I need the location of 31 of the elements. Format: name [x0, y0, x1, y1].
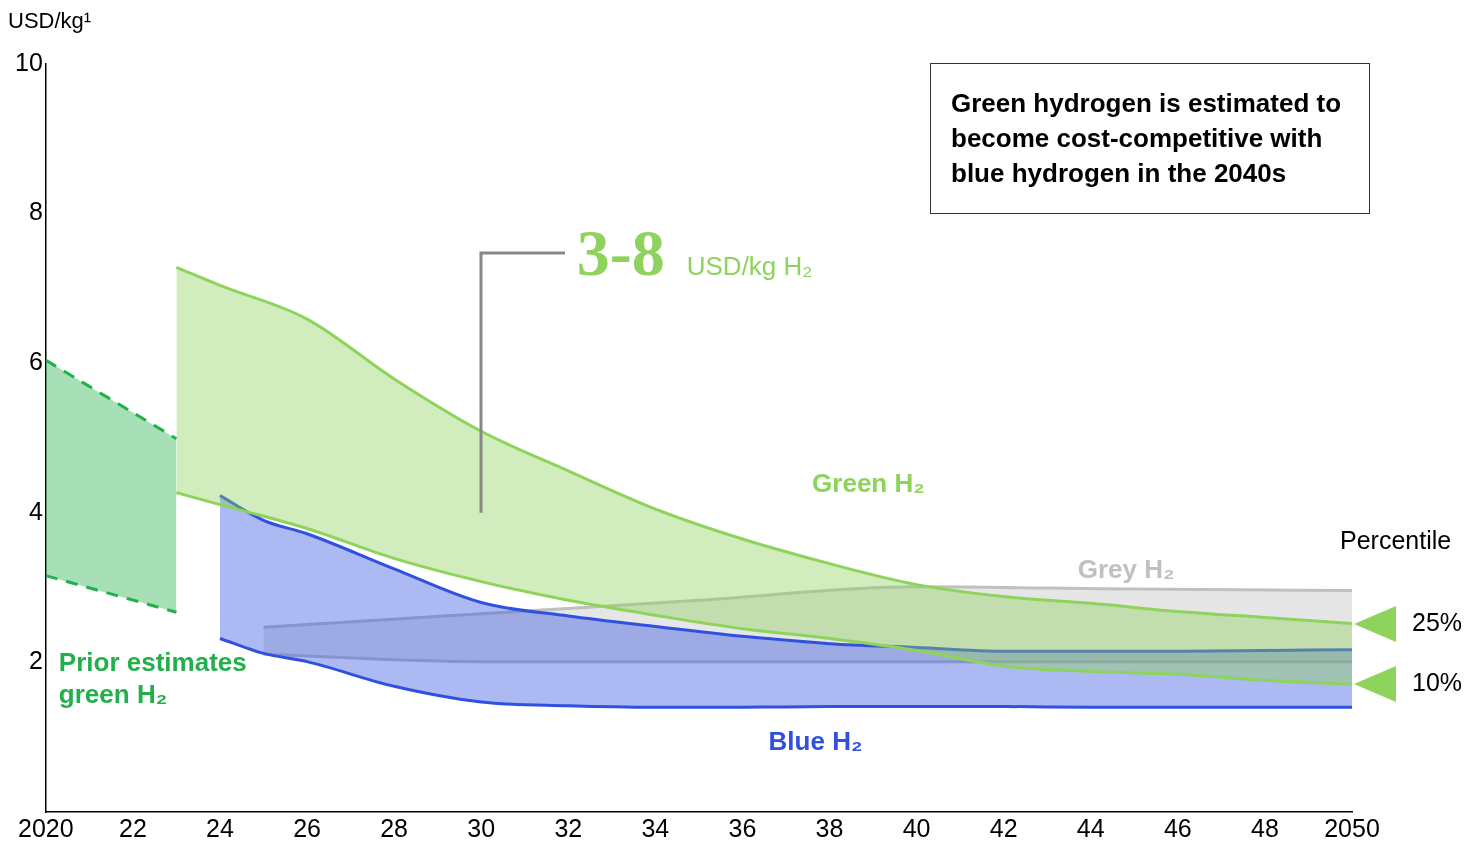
x-tick-label: 38: [815, 813, 844, 842]
x-tick-label: 30: [467, 813, 496, 842]
annotation: 10%: [1412, 668, 1463, 698]
x-tick-label: 2020: [18, 813, 74, 842]
x-tick-label: 44: [1076, 813, 1105, 842]
text: Prior estimates green H₂: [58, 647, 248, 710]
x-tick-label: 36: [728, 813, 757, 842]
y-tick-label: 2: [28, 646, 43, 675]
x-tick-label: 40: [902, 813, 931, 842]
x-tick-label: 42: [989, 813, 1018, 842]
x-tick-label: 46: [1163, 813, 1192, 842]
y-tick-label: 6: [28, 347, 43, 376]
text: Green H₂: [812, 467, 926, 500]
x-tick-label: 48: [1251, 813, 1279, 842]
x-tick-label: 26: [293, 813, 321, 842]
x-tick-label: 24: [206, 813, 234, 842]
y-tick-label: 8: [28, 197, 43, 226]
x-tick-label: 32: [554, 813, 583, 842]
x-tick-label: 22: [118, 813, 147, 842]
annotation: 3-8 USD/kg H₂: [576, 216, 813, 289]
legend-title: Percentile: [1340, 525, 1452, 555]
y-tick-label: 4: [28, 496, 43, 525]
y-axis-title: USD/kg¹: [8, 8, 92, 34]
x-tick-label: 34: [641, 813, 670, 842]
annotation: 25%: [1412, 607, 1463, 637]
x-tick-label: 28: [380, 813, 409, 842]
y-tick-label: 10: [15, 47, 43, 76]
series-label: Grey H₂: [1077, 553, 1176, 586]
annotation: Green hydrogen is estimated to become cost-competitive with blue hydrogen in the 2040s: [930, 63, 1370, 215]
x-tick-label: 2050: [1324, 813, 1380, 842]
series-label: Blue H₂: [768, 725, 864, 758]
